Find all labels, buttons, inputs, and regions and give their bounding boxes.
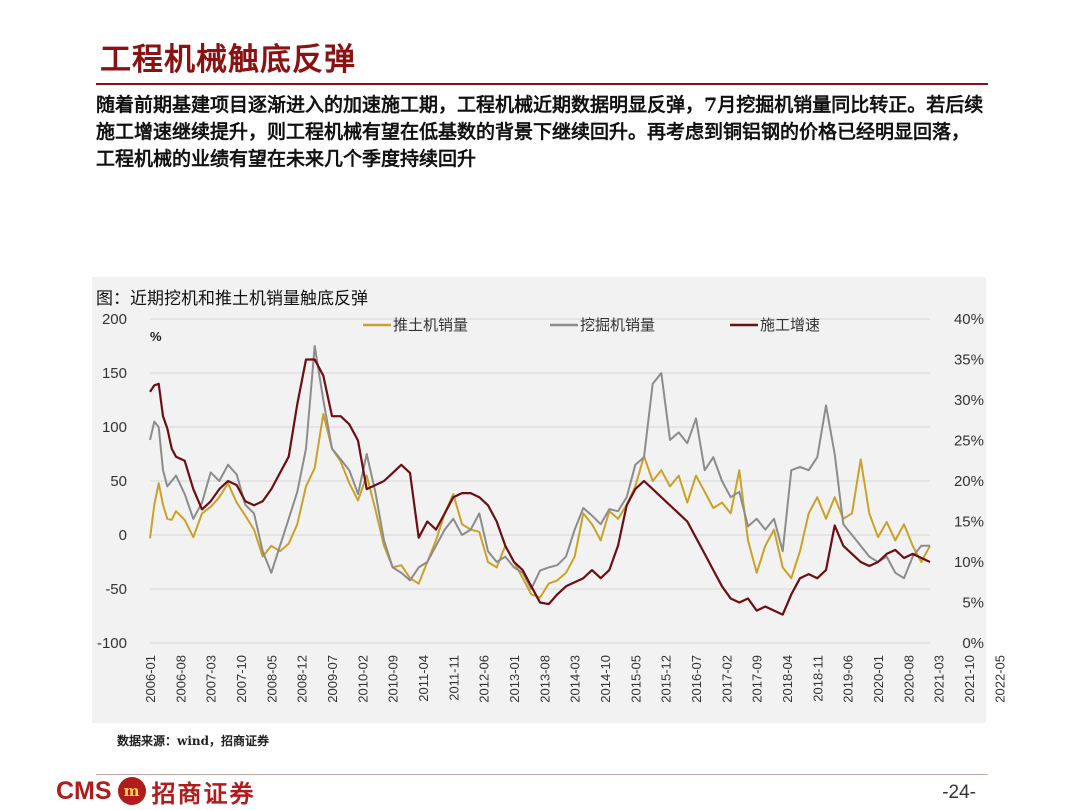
x-tick-label: 2014-10 <box>598 655 613 703</box>
x-tick-label: 2015-05 <box>628 655 643 703</box>
x-tick-label: 2013-08 <box>537 655 552 703</box>
x-tick-label: 2016-07 <box>689 655 704 703</box>
y-right-tick-label: 40% <box>954 311 984 328</box>
y-left-tick-label: 150 <box>102 365 127 382</box>
x-tick-label: 2015-12 <box>659 655 674 703</box>
x-tick-label: 2008-12 <box>295 655 310 703</box>
x-tick-label: 2011-11 <box>446 655 461 701</box>
y-right-tick-label: 5% <box>962 595 984 612</box>
x-tick-label: 2011-04 <box>416 655 431 702</box>
x-tick-label: 2013-01 <box>507 655 522 703</box>
x-tick-label: 2012-06 <box>477 655 492 703</box>
x-tick-label: 2010-02 <box>355 655 370 703</box>
x-tick-label: 2018-04 <box>780 655 795 703</box>
y-left-tick-label: -50 <box>105 581 127 598</box>
chart-panel <box>92 277 986 723</box>
y-right-tick-label: 30% <box>954 392 984 409</box>
chart-caption: 图：近期挖机和推土机销量触底反弹 <box>96 289 368 309</box>
y-right-tick-label: 20% <box>954 473 984 490</box>
slide-title: 工程机械触底反弹 <box>100 42 356 78</box>
y-left-tick-label: 50 <box>110 473 127 490</box>
y-left-tick-label: 0 <box>119 527 127 544</box>
logo-emblem-icon: m <box>117 777 146 805</box>
x-tick-label: 2019-06 <box>841 655 856 703</box>
x-tick-label: 2007-03 <box>204 655 219 703</box>
x-tick-label: 2014-03 <box>568 655 583 703</box>
y-right-tick-label: 25% <box>954 433 984 450</box>
x-tick-label: 2006-01 <box>143 655 158 703</box>
x-tick-label: 2007-10 <box>234 655 249 703</box>
x-tick-label: 2017-02 <box>719 655 734 703</box>
excavator-line <box>149 345 930 590</box>
page-number: -24- <box>942 782 976 803</box>
x-tick-label: 2017-09 <box>750 655 765 703</box>
y-left-tick-label: -100 <box>97 635 127 652</box>
y-right-tick-label: 15% <box>954 514 984 531</box>
body-paragraph: 随着前期基建项目逐渐进入的加速施工期，工程机械近期数据明显反弹，7月挖掘机销量同… <box>96 94 984 170</box>
x-tick-label: 2010-09 <box>386 655 401 703</box>
x-tick-label: 2021-03 <box>932 655 947 703</box>
construction-growth-line <box>149 358 931 616</box>
logo-text: CMS <box>56 776 112 805</box>
y-right-tick-label: 35% <box>954 352 984 369</box>
x-tick-label: 2008-05 <box>264 655 279 703</box>
y-left-tick-label: 200 <box>102 311 127 328</box>
x-tick-label: 2009-07 <box>325 655 340 703</box>
dozer-line <box>149 413 931 599</box>
company-logo: CMS m 招商证券 <box>56 773 256 809</box>
x-tick-label: 2018-11 <box>810 655 825 702</box>
title-divider <box>96 83 988 85</box>
footer-divider <box>96 774 988 775</box>
y-right-tick-label: 0% <box>962 635 984 652</box>
x-tick-label: 2021-10 <box>962 655 977 703</box>
legend-label: 推土机销量 <box>393 316 468 334</box>
logo-chinese-name: 招商证券 <box>151 778 256 808</box>
legend-label: 施工增速 <box>760 316 820 334</box>
x-tick-label: 2022-05 <box>992 655 1007 703</box>
x-tick-label: 2020-01 <box>871 655 886 703</box>
source-note: 数据来源：wind，招商证券 <box>117 734 270 748</box>
y-left-tick-label: 100 <box>102 419 127 436</box>
legend-label: 挖掘机销量 <box>580 316 655 334</box>
x-tick-label: 2020-08 <box>901 655 916 703</box>
x-tick-label: 2006-08 <box>173 655 188 703</box>
y-left-unit-label: % <box>150 329 162 344</box>
y-right-tick-label: 10% <box>954 554 984 571</box>
